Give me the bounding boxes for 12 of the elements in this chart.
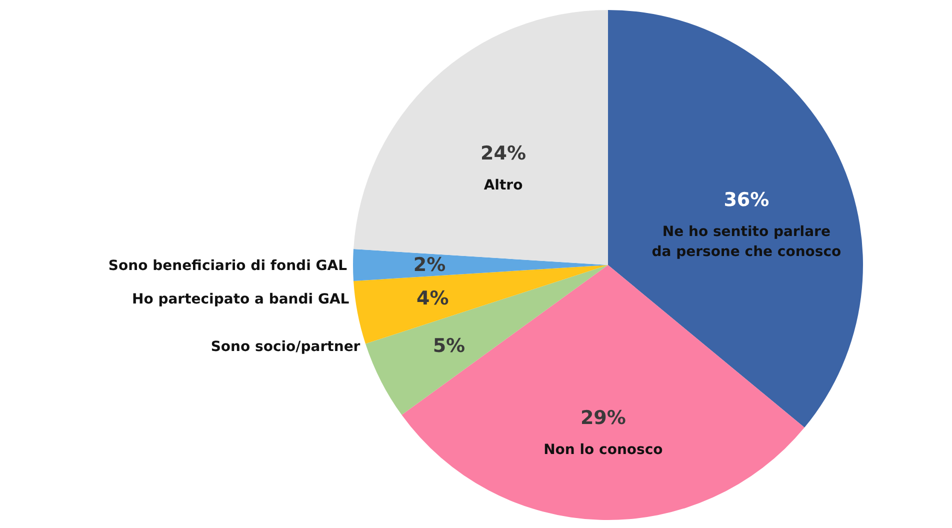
slice-label: Sono beneficiario di fondi GAL [108,258,348,274]
data-label: 36% [724,188,770,211]
data-label: 5% [432,335,466,358]
slice-label: Ne ho sentito parlare da persone che conosco [652,224,842,260]
slice-label: Altro [484,177,524,194]
slice-label: Ho partecipato a bandi GAL [132,291,350,308]
data-label: 29% [580,406,626,429]
data-label: 24% [480,142,526,164]
data-label: 2% [413,254,446,276]
slice-label: Sono socio/partner [210,339,360,356]
slice-label: Non lo conosco [544,442,664,458]
data-label: 4% [416,287,449,310]
